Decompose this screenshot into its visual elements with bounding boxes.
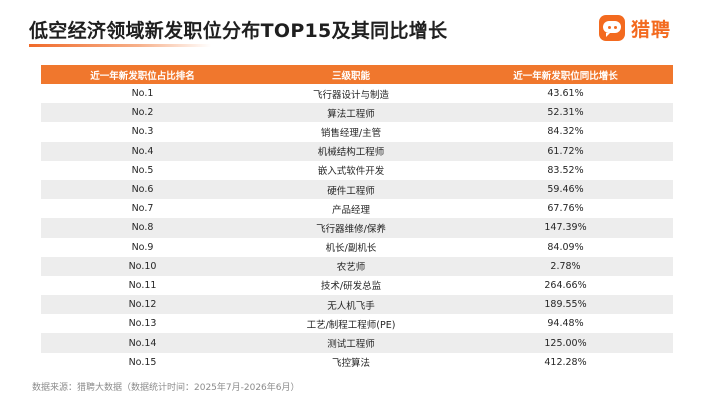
rank-cell: No.1 xyxy=(41,84,244,104)
function-cell: 无人机飞手 xyxy=(244,295,458,315)
rank-cell: No.5 xyxy=(41,160,244,180)
rank-cell: No.8 xyxy=(41,218,244,238)
growth-cell: 83.52% xyxy=(458,160,673,180)
rank-cell: No.13 xyxy=(41,314,244,334)
table-row: No.6 硬件工程师 59.46% xyxy=(41,179,673,200)
function-cell: 测试工程师 xyxy=(244,333,458,353)
function-cell: 工艺/制程工程师(PE) xyxy=(244,314,458,334)
rank-cell: No.11 xyxy=(41,275,244,296)
table-row: No.2 算法工程师 52.31% xyxy=(41,103,673,123)
growth-cell: 52.31% xyxy=(458,103,673,123)
rank-cell: No.10 xyxy=(41,256,244,276)
logo-text: 猎聘 xyxy=(631,18,672,41)
function-cell: 飞行器维修/保养 xyxy=(244,218,458,238)
data-source-note: 数据来源：猎聘大数据（数据统计时间：2025年7月-2026年6月） xyxy=(32,383,300,393)
ranking-table: 近一年新发职位占比排名 三级职能 近一年新发职位同比增长 No.1 飞行器设计与制… xyxy=(41,65,673,372)
liepin-logo: 猎聘 xyxy=(599,13,671,43)
column-header-rank: 近一年新发职位占比排名 xyxy=(41,65,244,84)
rank-cell: No.4 xyxy=(41,141,244,161)
function-cell: 销售经理/主管 xyxy=(244,122,458,142)
function-cell: 产品经理 xyxy=(244,199,458,219)
table-row: No.7 产品经理 67.76% xyxy=(41,199,673,219)
title-underline xyxy=(29,44,211,47)
function-cell: 机长/副机长 xyxy=(244,237,458,257)
growth-cell: 189.55% xyxy=(458,295,673,315)
table-row: No.8 飞行器维修/保养 147.39% xyxy=(41,218,673,238)
column-header-growth: 近一年新发职位同比增长 xyxy=(458,65,673,84)
growth-cell: 43.61% xyxy=(458,84,673,104)
function-cell: 飞行器设计与制造 xyxy=(244,84,458,104)
growth-cell: 94.48% xyxy=(458,314,673,334)
rank-cell: No.12 xyxy=(41,295,244,315)
growth-cell: 2.78% xyxy=(458,256,673,276)
table-row: No.3 销售经理/主管 84.32% xyxy=(41,122,673,142)
growth-cell: 412.28% xyxy=(458,352,673,372)
function-cell: 农艺师 xyxy=(244,256,458,276)
table-row: No.1 飞行器设计与制造 43.61% xyxy=(41,84,673,104)
function-cell: 机械结构工程师 xyxy=(244,141,458,161)
rank-cell: No.6 xyxy=(41,179,244,200)
table-header-row: 近一年新发职位占比排名 三级职能 近一年新发职位同比增长 xyxy=(41,65,673,84)
table-row: No.15 飞控算法 412.28% xyxy=(41,352,673,372)
growth-cell: 147.39% xyxy=(458,218,673,238)
column-header-function: 三级职能 xyxy=(244,65,458,84)
growth-cell: 84.32% xyxy=(458,122,673,142)
growth-cell: 59.46% xyxy=(458,179,673,200)
page-title: 低空经济领域新发职位分布TOP15及其同比增长 xyxy=(29,20,448,42)
table-row: No.12 无人机飞手 189.55% xyxy=(41,295,673,315)
function-cell: 硬件工程师 xyxy=(244,179,458,200)
table-row: No.9 机长/副机长 84.09% xyxy=(41,237,673,257)
rank-cell: No.2 xyxy=(41,103,244,123)
growth-cell: 61.72% xyxy=(458,141,673,161)
function-cell: 算法工程师 xyxy=(244,103,458,123)
function-cell: 嵌入式软件开发 xyxy=(244,160,458,180)
table-row: No.4 机械结构工程师 61.72% xyxy=(41,141,673,161)
rank-cell: No.9 xyxy=(41,237,244,257)
rank-cell: No.3 xyxy=(41,122,244,142)
rank-cell: No.7 xyxy=(41,199,244,219)
table-body: No.1 飞行器设计与制造 43.61% No.2 算法工程师 52.31% No.3 销售经… xyxy=(41,84,673,372)
growth-cell: 84.09% xyxy=(458,237,673,257)
table-row: No.14 测试工程师 125.00% xyxy=(41,333,673,353)
function-cell: 技术/研发总监 xyxy=(244,275,458,296)
table-row: No.10 农艺师 2.78% xyxy=(41,256,673,276)
table-row: No.5 嵌入式软件开发 83.52% xyxy=(41,160,673,180)
liepin-logo-icon xyxy=(599,15,625,41)
growth-cell: 125.00% xyxy=(458,333,673,353)
growth-cell: 67.76% xyxy=(458,199,673,219)
rank-cell: No.14 xyxy=(41,333,244,353)
function-cell: 飞控算法 xyxy=(244,352,458,372)
growth-cell: 264.66% xyxy=(458,275,673,296)
table-row: No.11 技术/研发总监 264.66% xyxy=(41,275,673,296)
table-row: No.13 工艺/制程工程师(PE) 94.48% xyxy=(41,314,673,334)
rank-cell: No.15 xyxy=(41,352,244,372)
